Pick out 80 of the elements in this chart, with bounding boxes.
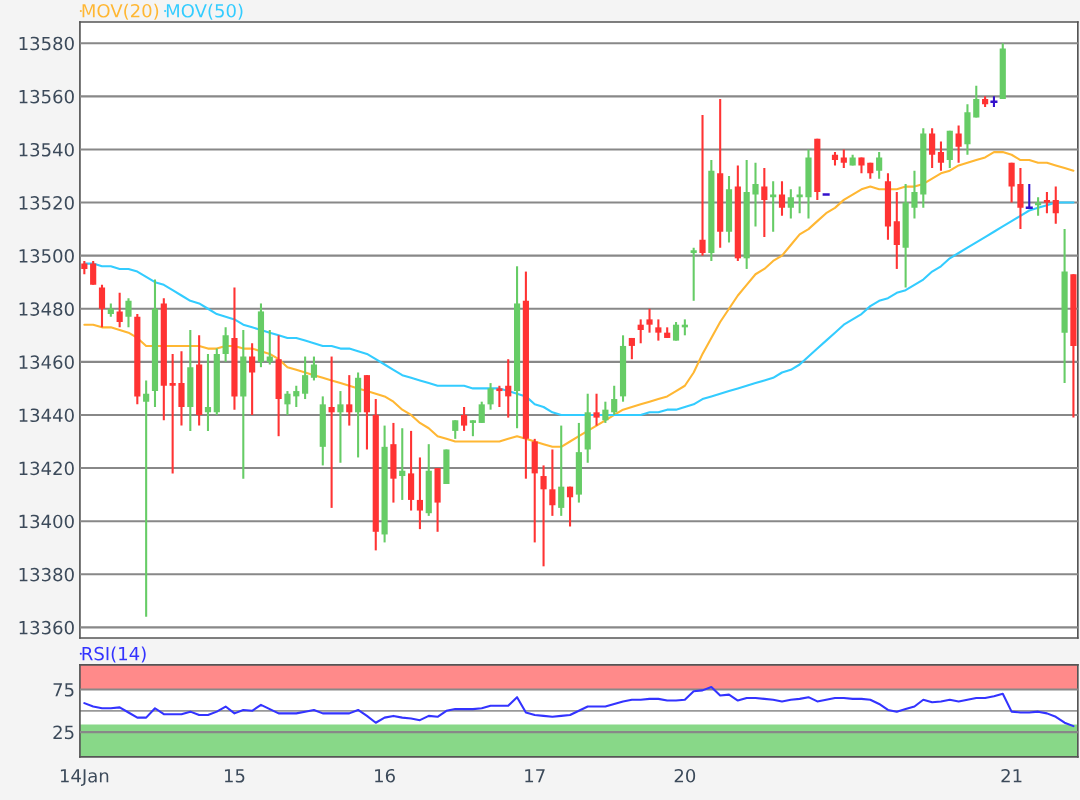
y-tick-label: 13460 [19, 355, 74, 369]
candlestick [540, 464, 547, 568]
candlestick [143, 379, 150, 618]
candlestick [566, 485, 574, 528]
y-tick-label: 13400 [19, 514, 74, 529]
x-tick-label: 14Jan [60, 769, 109, 786]
candlestick [611, 384, 618, 417]
candlestick [690, 246, 697, 302]
candlestick [1052, 185, 1059, 225]
candlestick [1017, 166, 1024, 231]
candlestick [496, 384, 503, 409]
candlestick [266, 328, 273, 366]
candlestick [293, 384, 300, 409]
y-tick-label: 13480 [19, 302, 74, 316]
candlestick [787, 188, 794, 220]
candlestick [416, 456, 424, 531]
candlestick [90, 259, 97, 286]
candlestick [505, 358, 512, 419]
candlestick [549, 448, 556, 517]
y-tick-label: 13540 [19, 142, 74, 157]
candlestick [840, 148, 847, 170]
x-tick-label: 17 [525, 769, 545, 783]
legend-label: RSI(14) [82, 646, 146, 663]
y-tick-label: 13520 [19, 196, 74, 210]
x-tick-label: 15 [224, 769, 245, 783]
candlestick [178, 350, 185, 427]
candlestick [602, 400, 609, 424]
candlestick [558, 424, 565, 517]
candlestick [487, 382, 494, 411]
candlestick [328, 355, 335, 509]
x-tick-label: 20 [674, 768, 696, 783]
candlestick [125, 297, 132, 329]
candlestick [911, 169, 918, 220]
candlestick [637, 318, 644, 345]
candlestick [893, 190, 900, 270]
x-tick-label: 21 [1001, 768, 1022, 783]
candlestick [929, 127, 936, 170]
candlestick [1043, 190, 1051, 215]
candlestick [222, 326, 229, 363]
candlestick [761, 166, 768, 239]
candlestick [1008, 161, 1015, 204]
candlestick [778, 180, 786, 217]
candlestick [452, 419, 459, 440]
y-tick-label: 13560 [19, 89, 74, 104]
candlestick [399, 427, 406, 501]
candlestick [98, 283, 106, 329]
y-tick-label: 13360 [19, 620, 74, 635]
legend-label: MOV(20) [82, 3, 159, 20]
candlestick [310, 355, 318, 382]
candlestick [752, 161, 759, 228]
y-tick-label: 13420 [19, 461, 74, 476]
candlestick [204, 352, 212, 432]
y-tick-label: 13440 [19, 408, 74, 423]
candlestick [346, 374, 353, 427]
y-tick-label: 75 [53, 683, 74, 697]
candlestick [955, 124, 962, 164]
legend-label: MOV(50) [166, 3, 243, 20]
y-tick-label: 13580 [19, 36, 74, 51]
candlestick [876, 151, 883, 180]
candlestick [337, 390, 344, 464]
y-tick-label: 25 [53, 725, 74, 740]
candlestick [478, 400, 485, 424]
candlestick [937, 140, 945, 172]
line-series [83, 151, 1075, 448]
candlestick [249, 342, 256, 417]
x-tick-label: 16 [375, 768, 395, 783]
candlestick [169, 352, 176, 475]
y-tick-label: 13500 [19, 249, 74, 263]
candlestick [655, 318, 662, 342]
candlestick [593, 392, 600, 427]
line-series [83, 685, 1075, 728]
candlestick [302, 355, 309, 401]
y-tick-label: 13380 [19, 567, 74, 582]
candlestick [646, 307, 653, 334]
candlestick [460, 405, 468, 432]
candlestick [672, 320, 680, 342]
candlestick [116, 291, 123, 329]
candlestick [699, 113, 706, 257]
candlestick [973, 84, 980, 119]
candlestick [284, 390, 291, 417]
